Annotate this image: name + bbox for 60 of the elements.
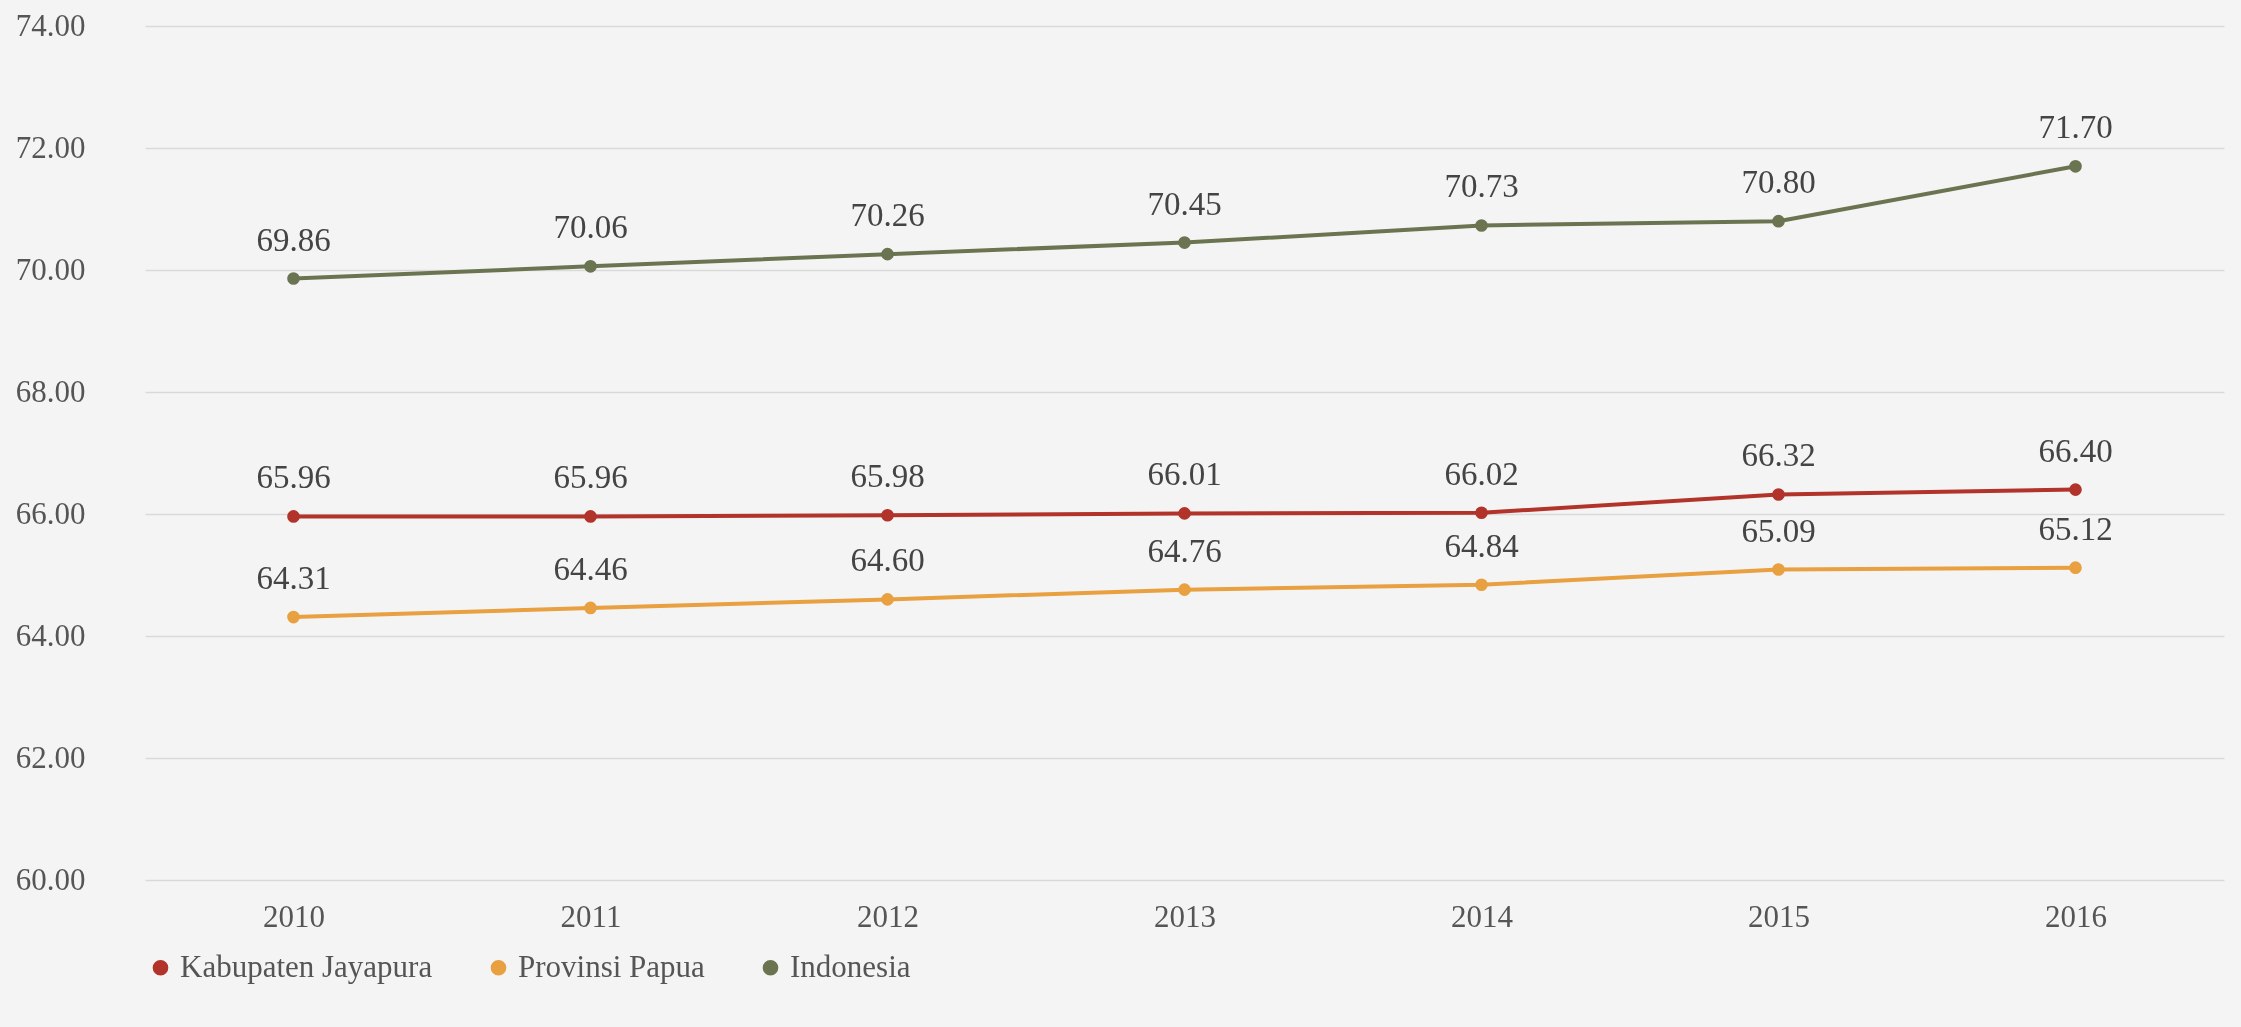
point	[1772, 214, 1785, 228]
data-label: 64.60	[850, 542, 925, 579]
point	[2069, 159, 2082, 173]
legend-label: Kabupaten Jayapura	[180, 948, 433, 984]
point	[1178, 583, 1191, 596]
data-label: 66.02	[1444, 455, 1519, 492]
y-tick-label: 60.00	[15, 861, 86, 897]
data-label: 64.76	[1147, 532, 1222, 569]
data-label: 70.26	[850, 197, 925, 234]
point	[1475, 219, 1488, 232]
point	[287, 272, 300, 285]
data-label: 64.46	[553, 550, 628, 587]
y-tick-label: 66.00	[15, 495, 86, 531]
point	[584, 510, 597, 523]
point	[287, 510, 300, 523]
point	[2069, 483, 2082, 496]
point	[287, 610, 300, 624]
data-label: 64.84	[1444, 527, 1519, 564]
point	[1178, 507, 1191, 520]
data-label: 70.06	[553, 209, 628, 246]
data-label: 66.01	[1147, 456, 1222, 493]
x-tick-label: 2011	[560, 898, 622, 934]
point	[1475, 506, 1488, 520]
data-label: 66.40	[2038, 432, 2113, 469]
point	[1772, 563, 1785, 576]
data-label: 65.96	[256, 459, 331, 496]
data-label: 70.80	[1741, 164, 1816, 201]
point	[881, 508, 894, 522]
data-label: 70.73	[1444, 168, 1519, 205]
y-tick-label: 64.00	[15, 617, 86, 653]
data-label: 64.31	[256, 560, 331, 597]
data-label: 65.96	[553, 459, 628, 496]
legend-label: Provinsi Papua	[518, 948, 706, 984]
point	[1772, 488, 1785, 501]
data-label: 71.70	[2038, 109, 2113, 146]
point	[584, 260, 597, 273]
legend-label: Indonesia	[790, 948, 911, 984]
data-label: 69.86	[256, 221, 331, 258]
y-tick-label: 68.00	[15, 373, 86, 409]
point	[584, 601, 597, 615]
point	[881, 247, 894, 261]
x-tick-label: 2012	[857, 898, 919, 934]
point	[881, 593, 894, 606]
y-tick-label: 62.00	[15, 739, 86, 775]
y-tick-label: 72.00	[15, 129, 86, 165]
point	[1178, 236, 1191, 249]
data-label: 65.98	[850, 458, 925, 495]
data-label: 65.12	[2038, 510, 2113, 547]
point	[1475, 578, 1488, 592]
x-tick-label: 2016	[2045, 898, 2107, 934]
x-tick-label: 2010	[263, 898, 325, 934]
data-label: 70.45	[1147, 185, 1222, 222]
y-tick-label: 70.00	[15, 251, 86, 287]
x-tick-label: 2015	[1748, 898, 1810, 934]
data-label: 66.32	[1741, 437, 1816, 474]
x-tick-label: 2014	[1451, 898, 1514, 934]
y-tick-label: 74.00	[15, 7, 86, 43]
data-label: 65.09	[1741, 512, 1816, 549]
x-tick-label: 2013	[1154, 898, 1216, 934]
point	[2069, 561, 2082, 574]
